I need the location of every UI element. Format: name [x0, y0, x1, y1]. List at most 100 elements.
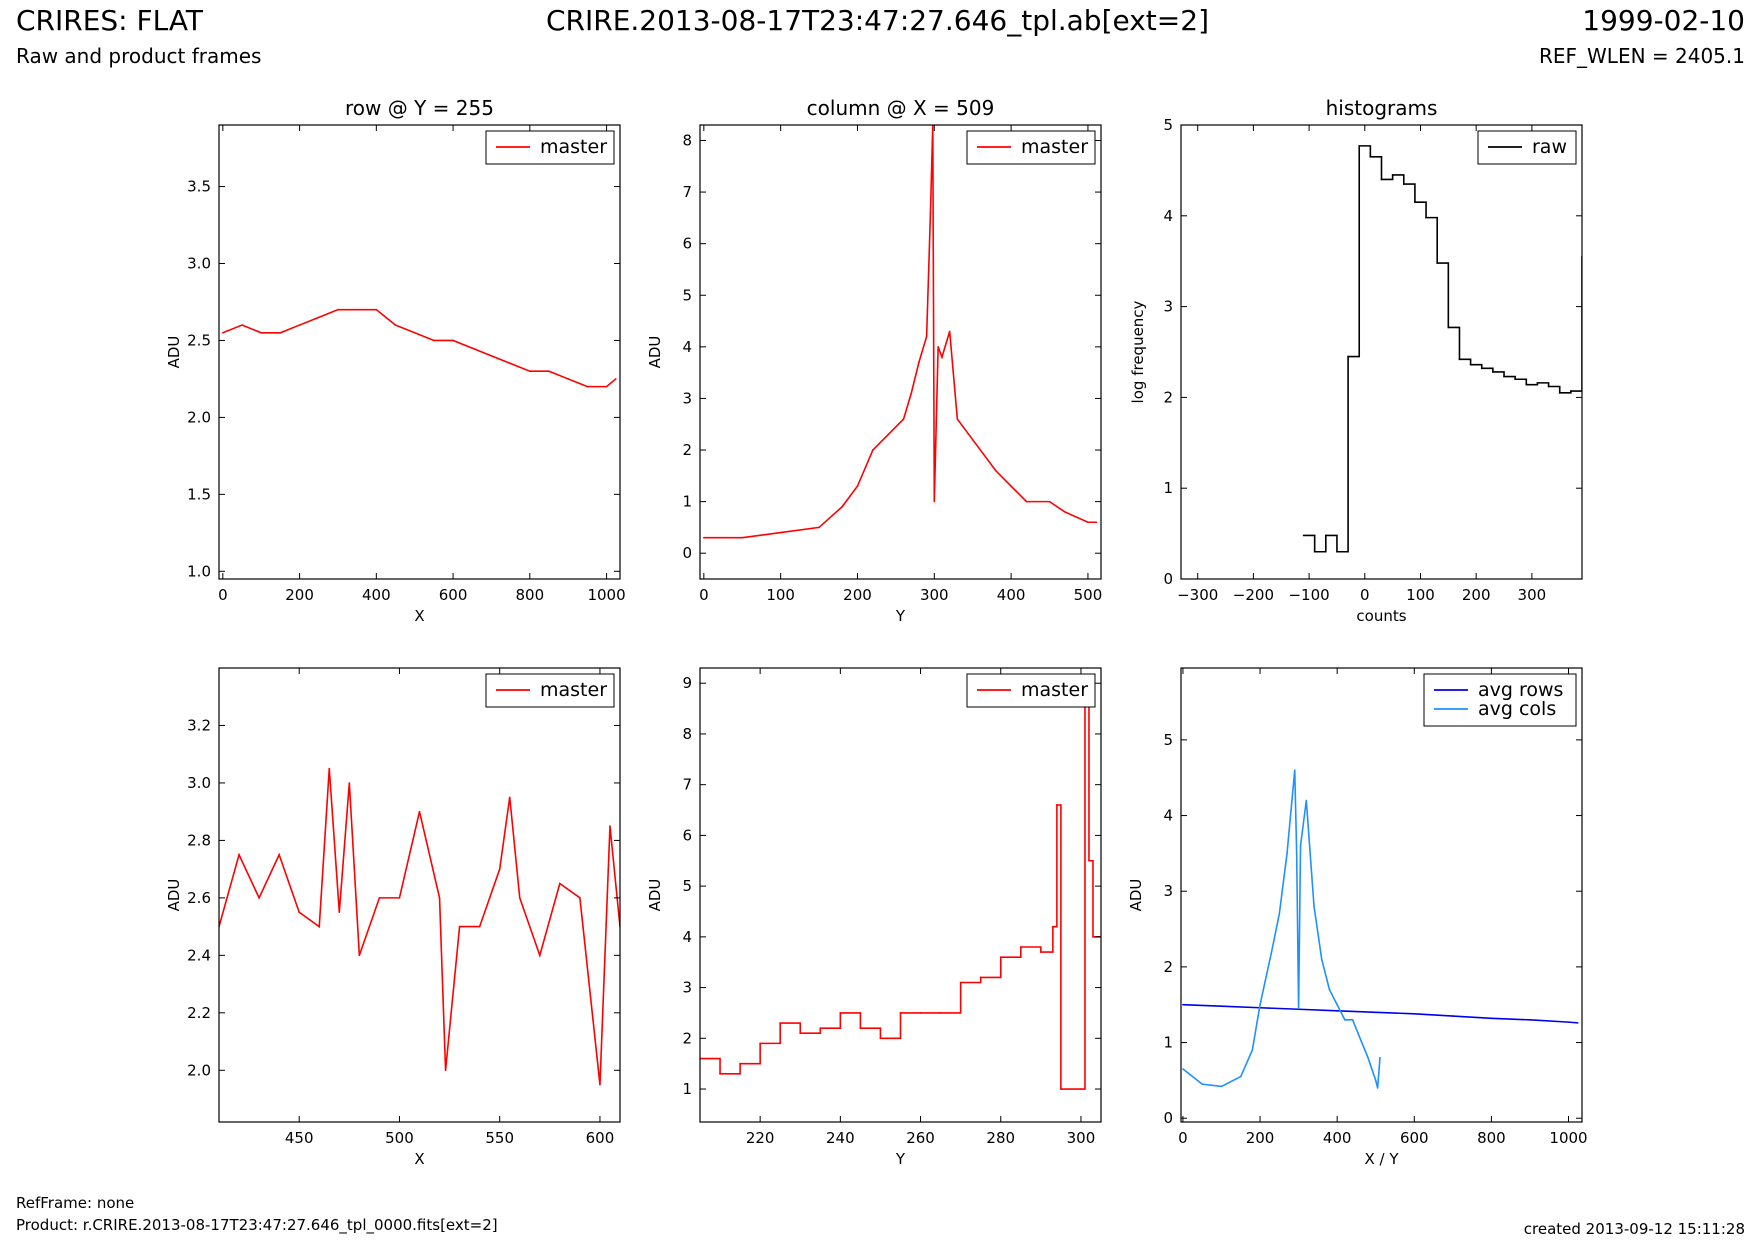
data-point [1447, 326, 1450, 329]
data-point [318, 925, 321, 928]
data-point [1369, 155, 1372, 158]
x-tick-label: 200 [1246, 1129, 1275, 1147]
data-point [413, 331, 416, 334]
page-title: CRIRES: FLAT [16, 4, 203, 37]
y-tick-label: 8 [682, 725, 692, 743]
data-point [1336, 550, 1338, 553]
data-point [941, 356, 943, 358]
refframe-note: RefFrame: none [16, 1194, 135, 1212]
y-tick-label: 8 [682, 131, 692, 149]
y-tick-label: 3 [1163, 882, 1173, 900]
y-tick-label: 2.4 [187, 946, 211, 964]
y-tick-label: 5 [1163, 731, 1173, 749]
data-point [1220, 1085, 1223, 1088]
data-point [378, 897, 381, 899]
data-point [418, 810, 421, 813]
data-point [910, 392, 913, 395]
x-axis-label: X [414, 1150, 424, 1168]
data-point [1536, 382, 1539, 384]
x-tick-label: 800 [1477, 1129, 1506, 1147]
y-axis-label: ADU [1127, 879, 1145, 912]
data-point [856, 485, 859, 487]
data-point [1220, 1005, 1223, 1008]
legend: master [966, 130, 1096, 165]
data-point [1376, 1087, 1379, 1089]
y-tick-label: 5 [1163, 116, 1173, 134]
data-point [1367, 1056, 1369, 1059]
data-point [567, 378, 569, 380]
data-point [818, 526, 820, 529]
data-point [1503, 375, 1505, 378]
data-point [438, 897, 441, 899]
data-point [1480, 367, 1483, 370]
data-point [1567, 1021, 1570, 1023]
y-axis-label: ADU [646, 336, 664, 369]
x-tick-label: 200 [1462, 586, 1491, 604]
data-point [1452, 1015, 1454, 1017]
x-tick-label: 400 [1323, 1129, 1352, 1147]
data-point [1490, 1017, 1493, 1020]
data-point [1558, 392, 1561, 394]
data-point [1297, 1007, 1300, 1010]
series-line-master [222, 308, 617, 388]
data-point [779, 531, 782, 534]
legend-box [1423, 673, 1577, 727]
x-tick-label: 400 [997, 586, 1026, 604]
x-tick-label: 300 [1518, 586, 1547, 604]
y-tick-label: 4 [682, 928, 692, 946]
x-tick-label: −100 [1288, 586, 1329, 604]
y-tick-label: 2 [682, 441, 692, 459]
plot-row: 0 200 400 600 800 1000 1.0 1.5 2.0 2.5 3.0 3.5 X ADU r… [165, 96, 626, 625]
plot-averages: 0 200 400 600 800 1000 0 1 2 3 4 5 X / Y ADU avg rowsa… [1127, 667, 1588, 1168]
y-axis-label: ADU [646, 879, 664, 912]
legend-label: avg rows [1478, 679, 1563, 701]
y-tick-label: 7 [682, 776, 692, 794]
x-tick-label: 0 [1360, 586, 1370, 604]
y-axis-label: log frequency [1129, 300, 1147, 403]
x-tick-label: 0 [699, 586, 709, 604]
plot-title: histograms [1326, 96, 1438, 120]
series-line-master [700, 692, 1101, 1090]
data-point [614, 378, 617, 380]
data-point [539, 954, 541, 957]
data-point [1182, 1068, 1184, 1070]
data-point [1359, 1037, 1362, 1040]
plot-column_zoom: 220 240 260 280 300 1 2 3 4 5 6 7 8 9 Y ADU master [646, 667, 1102, 1168]
data-point [548, 370, 550, 373]
data-point [741, 536, 744, 539]
data-point [1391, 174, 1394, 176]
data-point [937, 346, 939, 348]
legend-label: raw [1532, 136, 1567, 158]
y-tick-label: 2.2 [187, 1004, 211, 1022]
legend-label: master [1021, 136, 1088, 158]
y-tick-label: 2.0 [187, 1061, 211, 1079]
y-tick-label: 6 [682, 235, 692, 253]
data-point [1325, 534, 1327, 537]
legend-label: master [540, 136, 607, 158]
y-tick-label: 2 [1163, 958, 1173, 976]
product-note: Product: r.CRIRE.2013-08-17T23:47:27.646… [16, 1216, 498, 1234]
data-point [358, 954, 361, 957]
file-name: CRIRE.2013-08-17T23:47:27.646_tpl.ab[ext… [545, 4, 1209, 37]
x-tick-label: −200 [1233, 586, 1274, 604]
plot-frame [1180, 124, 1583, 580]
data-point [887, 433, 890, 436]
data-point [948, 330, 951, 333]
y-tick-label: 1 [1163, 1034, 1173, 1052]
data-point [902, 418, 905, 420]
data-point [1056, 804, 1058, 806]
data-point [279, 331, 282, 334]
data-point [559, 882, 561, 885]
y-tick-label: 2.5 [187, 331, 211, 349]
y-tick-label: 6 [682, 826, 692, 844]
data-point [918, 361, 920, 364]
x-tick-label: 220 [746, 1129, 775, 1147]
data-point [933, 500, 936, 503]
y-tick-label: 3.0 [187, 255, 211, 273]
plot-column: 0 100 200 300 400 500 0 1 2 3 4 5 6 7 8 Y ADU column @ X … [646, 96, 1102, 625]
data-point [1374, 1079, 1377, 1082]
data-point [929, 211, 932, 214]
y-tick-label: 4 [682, 338, 692, 356]
series-line-raw [1303, 145, 1582, 553]
